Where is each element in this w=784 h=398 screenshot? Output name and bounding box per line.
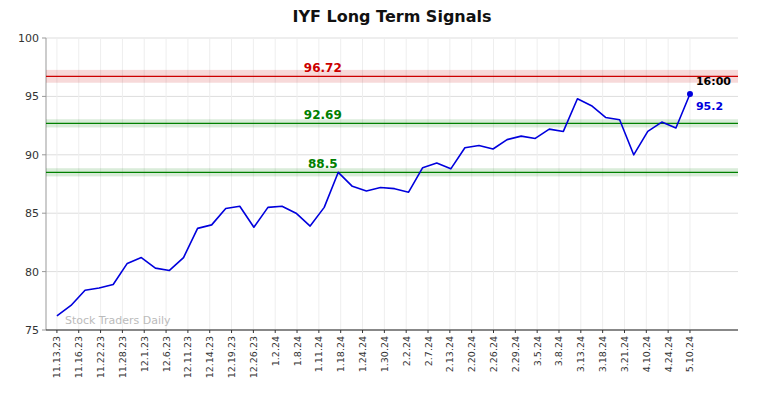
grid-line-y: [46, 38, 738, 39]
x-tick-label: 3.8.24: [553, 336, 564, 366]
x-tick: [449, 330, 450, 333]
reference-band: [46, 70, 738, 83]
y-tick: [42, 213, 46, 214]
x-tick-label: 2.26.24: [488, 336, 499, 372]
x-tick-label: 3.5.24: [532, 336, 543, 366]
x-tick-label: 4.24.24: [663, 336, 674, 372]
reference-line: [46, 123, 738, 124]
x-tick-label: 1.24.24: [357, 336, 368, 372]
x-tick: [558, 330, 559, 333]
x-tick: [275, 330, 276, 333]
y-tick: [42, 154, 46, 155]
x-tick-label: 1.11.24: [313, 336, 324, 372]
x-tick: [56, 330, 57, 333]
y-tick-label: 75: [25, 324, 39, 337]
y-tick: [42, 96, 46, 97]
x-tick-label: 11.16.23: [73, 336, 84, 378]
x-tick-label: 5.10.24: [684, 336, 695, 372]
x-tick: [602, 330, 603, 333]
x-tick-label: 11.13.23: [51, 336, 62, 378]
x-tick-label: 12.1.23: [139, 336, 150, 372]
x-tick: [537, 330, 538, 333]
x-tick-label: 2.7.24: [423, 336, 434, 366]
x-tick: [646, 330, 647, 333]
x-tick: [471, 330, 472, 333]
x-tick: [231, 330, 232, 333]
grid-line-y: [46, 271, 738, 272]
x-tick-label: 3.18.24: [597, 336, 608, 372]
x-tick: [122, 330, 123, 333]
x-tick: [78, 330, 79, 333]
x-tick-label: 1.30.24: [379, 336, 390, 372]
x-tick-label: 2.2.24: [401, 336, 412, 366]
grid-line-y: [46, 96, 738, 97]
y-tick: [42, 271, 46, 272]
x-tick-label: 11.28.23: [117, 336, 128, 378]
x-tick: [384, 330, 385, 333]
y-tick-label: 80: [25, 266, 39, 279]
x-tick-label: 12.19.23: [226, 336, 237, 378]
x-tick: [166, 330, 167, 333]
y-axis: 75 80 85 90 95 100: [18, 32, 46, 337]
y-tick-label: 90: [25, 149, 39, 162]
x-tick: [340, 330, 341, 333]
x-tick: [515, 330, 516, 333]
x-axis-line: [46, 329, 738, 330]
x-tick: [493, 330, 494, 333]
x-tick-label: 2.13.24: [444, 336, 455, 372]
x-tick-label: 12.26.23: [248, 336, 259, 378]
reference-band: [46, 168, 738, 176]
x-tick: [689, 330, 690, 333]
x-tick-label: 12.6.23: [161, 336, 172, 372]
x-tick-label: 1.8.24: [292, 336, 303, 366]
reference-label: 92.69: [304, 108, 342, 122]
time-annotation: 16:00: [696, 75, 731, 88]
x-tick: [668, 330, 669, 333]
x-tick: [297, 330, 298, 333]
grid-line-y: [46, 330, 738, 331]
grid-line-y: [46, 213, 738, 214]
x-tick: [100, 330, 101, 333]
x-tick: [144, 330, 145, 333]
reference-band: [46, 119, 738, 127]
reference-line: [46, 172, 738, 173]
x-tick-label: 1.2.24: [270, 336, 281, 366]
x-tick-label: 1.18.24: [335, 336, 346, 372]
chart: IYF Long Term Signals 75 80 85 90 95 100 11.13.…: [0, 0, 784, 398]
y-tick-label: 100: [18, 32, 39, 45]
x-tick-label: 3.21.24: [619, 336, 630, 372]
x-tick: [187, 330, 188, 333]
x-tick-label: 12.11.23: [182, 336, 193, 378]
x-tick: [624, 330, 625, 333]
x-tick: [253, 330, 254, 333]
reference-label: 88.5: [308, 157, 338, 171]
x-tick-label: 2.20.24: [466, 336, 477, 372]
reference-line: [46, 76, 738, 77]
watermark: Stock Traders Daily: [65, 314, 171, 327]
grid: [46, 38, 738, 330]
x-tick: [209, 330, 210, 333]
x-tick: [318, 330, 319, 333]
y-tick: [42, 38, 46, 39]
x-tick: [406, 330, 407, 333]
title: IYF Long Term Signals: [292, 7, 491, 26]
reference-label: 96.72: [304, 61, 342, 75]
x-tick: [362, 330, 363, 333]
price-line: [57, 94, 690, 316]
plot-area: [46, 70, 738, 316]
x-tick-label: 4.10.24: [641, 336, 652, 372]
x-axis: 11.13.23 11.16.23 11.22.23 11.28.23 12.1.23 1…: [46, 330, 738, 378]
background: [0, 0, 784, 398]
x-tick-label: 2.29.24: [510, 336, 521, 372]
x-tick: [428, 330, 429, 333]
x-tick-label: 11.22.23: [95, 336, 106, 378]
y-tick: [42, 330, 46, 331]
x-tick-label: 3.13.24: [575, 336, 586, 372]
last-point: [687, 91, 693, 97]
x-tick-label: 12.14.23: [204, 336, 215, 378]
y-tick-label: 95: [25, 90, 39, 103]
y-tick-label: 85: [25, 207, 39, 220]
value-annotation: 95.2: [696, 100, 723, 113]
x-tick: [580, 330, 581, 333]
